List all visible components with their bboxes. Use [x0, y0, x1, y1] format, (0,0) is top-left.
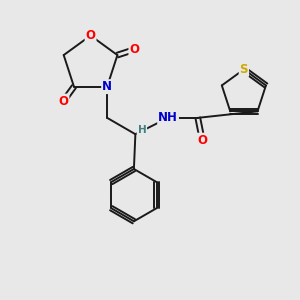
Text: O: O: [197, 134, 207, 147]
Text: NH: NH: [158, 111, 178, 124]
Text: S: S: [240, 63, 248, 76]
Text: O: O: [129, 43, 140, 56]
Text: O: O: [85, 29, 96, 42]
Text: H: H: [138, 125, 146, 135]
Text: N: N: [102, 80, 112, 93]
Text: O: O: [58, 94, 68, 108]
